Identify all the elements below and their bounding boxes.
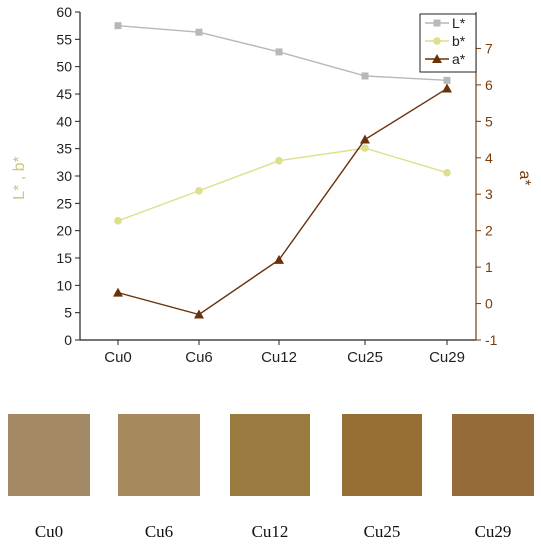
data-point xyxy=(361,144,369,152)
right-tick-label: 1 xyxy=(485,259,493,275)
color-swatch-cu6 xyxy=(118,414,200,496)
x-tick-label: Cu25 xyxy=(347,349,383,366)
left-tick-label: 20 xyxy=(56,223,72,239)
right-tick-label: 0 xyxy=(485,296,493,312)
data-point xyxy=(113,287,123,297)
left-axis-label: L* , b* xyxy=(11,156,28,200)
color-swatch-cu12 xyxy=(230,414,310,496)
left-tick-label: 5 xyxy=(64,305,72,321)
left-axis-ticks: 0 5 10 15 20 25 30 35 40 45 50 55 60 xyxy=(56,4,80,348)
swatch-label: Cu12 xyxy=(251,522,289,541)
x-tick-label: Cu0 xyxy=(104,349,132,366)
data-point xyxy=(114,217,122,225)
data-point xyxy=(275,156,283,165)
color-swatch-cu29 xyxy=(452,414,534,496)
legend: L* b* a* xyxy=(419,13,477,73)
data-point xyxy=(360,134,370,144)
data-point xyxy=(361,72,369,80)
right-tick-label: -1 xyxy=(485,332,498,348)
right-axis-label: a* xyxy=(516,170,533,185)
series-a-star xyxy=(113,83,452,319)
series-layer xyxy=(113,22,452,319)
data-point xyxy=(442,83,452,93)
data-point xyxy=(195,186,203,195)
legend-label: L* xyxy=(452,15,466,31)
right-tick-label: 3 xyxy=(485,186,493,202)
data-point xyxy=(443,168,451,177)
plot-frame xyxy=(79,12,477,341)
data-point xyxy=(194,309,204,319)
legend-marker xyxy=(432,54,442,63)
legend-entry: L* xyxy=(425,15,466,31)
data-point xyxy=(443,76,451,84)
series-b-star xyxy=(114,144,451,225)
swatch-label: Cu25 xyxy=(363,522,401,541)
right-tick-label: 7 xyxy=(485,40,493,56)
series-line xyxy=(117,147,448,222)
left-tick-label: 55 xyxy=(56,31,72,47)
color-swatch-cu25 xyxy=(342,414,422,496)
legend-entry: b* xyxy=(425,33,466,49)
left-tick-label: 15 xyxy=(56,250,72,266)
left-tick-label: 35 xyxy=(56,141,72,157)
right-tick-label: 6 xyxy=(485,77,493,93)
left-tick-label: 0 xyxy=(64,332,72,348)
right-tick-label: 2 xyxy=(485,223,493,239)
left-tick-label: 40 xyxy=(56,113,72,129)
x-tick-label: Cu12 xyxy=(261,349,297,366)
legend-marker xyxy=(433,19,441,27)
right-tick-label: 5 xyxy=(485,113,493,129)
x-tick-label: Cu6 xyxy=(185,349,213,366)
legend-entry: a* xyxy=(425,51,466,67)
data-point xyxy=(195,28,203,36)
left-tick-label: 30 xyxy=(56,168,72,184)
legend-label: b* xyxy=(452,33,466,49)
left-tick-label: 45 xyxy=(56,86,72,102)
right-axis-ticks: -1 0 1 2 3 4 5 6 7 xyxy=(476,40,498,348)
data-point xyxy=(274,254,284,264)
x-axis-ticks: Cu0 Cu6 Cu12 Cu25 Cu29 xyxy=(104,340,465,366)
data-point xyxy=(275,48,283,56)
color-swatch-cu0 xyxy=(8,414,90,496)
left-tick-label: 60 xyxy=(56,4,72,20)
data-point xyxy=(114,22,122,30)
swatch-label: Cu6 xyxy=(144,522,174,541)
swatch-label: Cu0 xyxy=(34,522,64,541)
series-line xyxy=(117,87,448,316)
legend-marker xyxy=(433,37,441,45)
left-tick-label: 25 xyxy=(56,195,72,211)
right-tick-label: 4 xyxy=(485,150,493,166)
series-l-star xyxy=(114,22,451,84)
left-tick-label: 10 xyxy=(56,277,72,293)
x-tick-label: Cu29 xyxy=(429,349,465,366)
left-tick-label: 50 xyxy=(56,59,72,75)
legend-label: a* xyxy=(452,51,466,67)
swatch-label: Cu29 xyxy=(474,522,512,541)
